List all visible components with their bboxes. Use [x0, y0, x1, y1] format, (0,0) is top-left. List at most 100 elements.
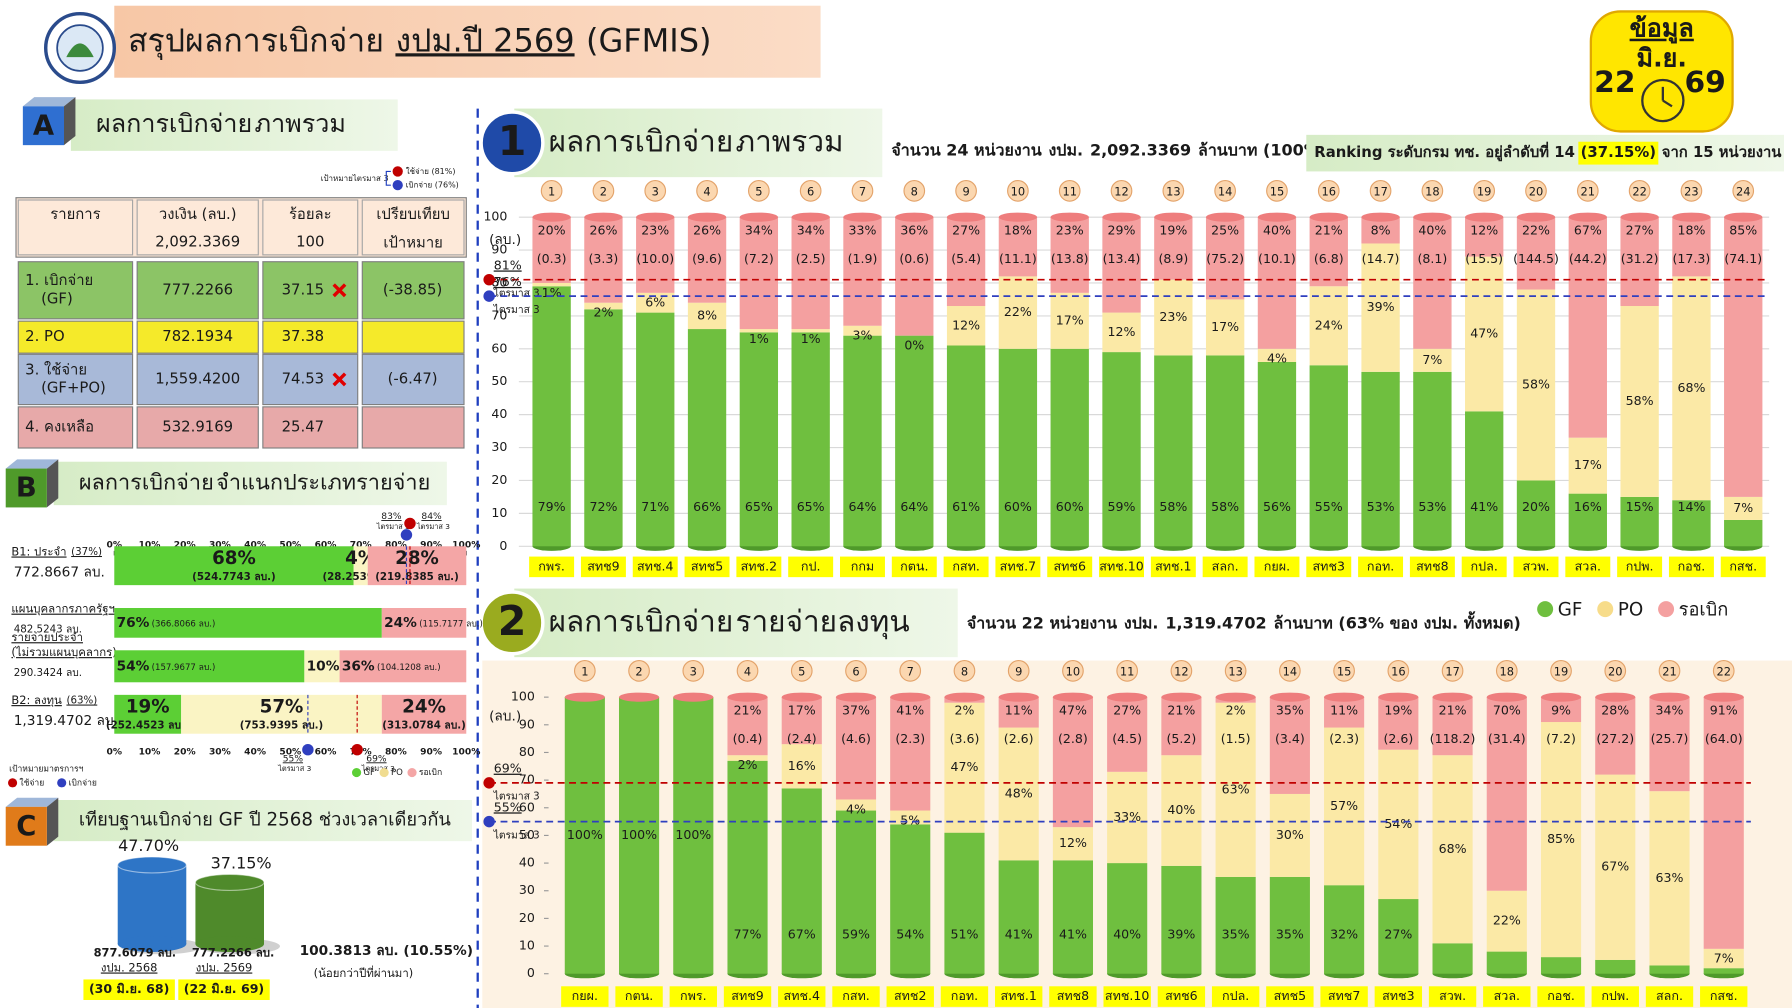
value-label: 48%: [1005, 785, 1033, 800]
rank-number: 17: [1445, 664, 1460, 678]
bar-segment: [1205, 217, 1245, 300]
category-label-bg: [1668, 556, 1714, 578]
bar-segment: [1205, 299, 1245, 356]
category-label-bg: [1409, 556, 1455, 578]
category-label-bg: [832, 986, 880, 1007]
bar-segment: [1620, 306, 1659, 497]
target-marker: [404, 517, 416, 530]
value-label: 34%: [797, 222, 825, 237]
value-label: 12%: [1108, 324, 1136, 339]
section-letter: B: [16, 473, 37, 504]
category-label-bg: [1358, 556, 1404, 578]
x-tick-label: กสท.: [842, 988, 870, 1003]
rank-number: 21: [1581, 185, 1596, 199]
bar-segment: [1703, 697, 1744, 949]
bar-segment: [1465, 256, 1504, 412]
x-tick-label: 100%: [452, 748, 480, 758]
value-label: 63%: [1656, 870, 1684, 885]
bar-top: [1595, 692, 1636, 702]
amount-label: (144.5): [1513, 251, 1559, 266]
table-item: 4. คงเหลือ: [25, 417, 94, 435]
bar-segment: [739, 329, 779, 333]
y-tick-label: 40: [519, 855, 535, 870]
bar-segment: [1378, 697, 1419, 750]
bar-segment: [843, 325, 882, 336]
x-tick-label: สทช8: [1057, 988, 1089, 1003]
table-item: (GF+PO): [41, 379, 106, 397]
x-tick-label: กตน.: [625, 988, 653, 1003]
bar-segment: [1324, 727, 1365, 886]
rank-number: 21: [1662, 664, 1677, 678]
value-label: 2%: [954, 702, 974, 717]
rank-number: 13: [1166, 185, 1181, 199]
row-label: แผนบุคลากรภาครัฐฯ: [11, 602, 115, 616]
value-label: 27%: [1626, 222, 1654, 237]
value-label: 68%: [1677, 380, 1705, 395]
table-cell: [17, 406, 134, 449]
value-label: 17%: [1574, 457, 1602, 472]
bar-top: [781, 692, 822, 702]
value-label: 8%: [1371, 222, 1391, 237]
category-label-bg: [840, 556, 885, 578]
x-tick-label: สทช.1: [1000, 988, 1036, 1003]
x-tick-label: กอช.: [1547, 988, 1575, 1003]
chart-number-badge: [479, 110, 545, 176]
rank-badge: [736, 659, 759, 682]
y-tick-label: 90: [491, 242, 507, 257]
bar-segment: [367, 546, 467, 586]
table-item: 3. ใช้จ่าย: [25, 360, 87, 378]
table-cell: [262, 406, 359, 449]
rank-badge: [1658, 659, 1681, 682]
bar-segment: [1215, 876, 1256, 974]
category-label-bg: [1645, 986, 1694, 1007]
bar-segment: [895, 217, 934, 336]
amount-label: (5.2): [1167, 731, 1197, 746]
section-title: จำแนกประเภทรายจ่าย: [216, 470, 430, 495]
bar-segment: [1161, 755, 1202, 866]
value-label: 17%: [1211, 319, 1239, 334]
value-label: 54%: [117, 658, 150, 674]
value-label: 21%: [1315, 222, 1343, 237]
value-label: 67%: [788, 926, 816, 941]
ranking-text: จาก 15 หน่วยงาน: [1662, 143, 1783, 161]
bar-segment: [1413, 348, 1452, 372]
target-legend-label: เบิกจ่าย: [69, 778, 97, 788]
rank-number: 11: [1120, 664, 1135, 678]
reference-label: 76%: [494, 274, 522, 289]
value-label: 12%: [1059, 835, 1087, 850]
reference-note: ไตรมาส 3: [493, 304, 540, 316]
x-tick-label: สวล.: [1494, 988, 1520, 1003]
bar-segment: [1672, 500, 1711, 547]
value-label: 16%: [788, 758, 816, 773]
amount-label: (14.7): [1362, 251, 1400, 266]
target-legend-label: ใช้จ่าย: [19, 777, 44, 788]
letter-cube-side: [64, 97, 76, 146]
bar-top: [1486, 692, 1527, 702]
rank-badge: [790, 659, 813, 682]
cylinder-bottom: [195, 936, 264, 952]
bar-segment: [791, 332, 830, 547]
rank-badge: [845, 659, 867, 682]
bar-segment: [1703, 948, 1744, 969]
bar-segment: [1568, 437, 1607, 494]
bar-segment: [1205, 355, 1245, 547]
amount-label: (10.0): [636, 251, 674, 266]
value-label: 40%: [1113, 926, 1141, 941]
x-tick-label: 90%: [420, 748, 442, 758]
reference-marker: [483, 290, 495, 302]
amount-label: (2.4): [787, 731, 817, 746]
x-tick-label: 60%: [315, 748, 337, 758]
x-tick-label: สทช2: [894, 988, 926, 1003]
bar-segment: [564, 697, 605, 974]
rank-number: 2: [600, 185, 607, 199]
x-tick-label: สทช.2: [741, 558, 777, 573]
category-label-bg: [1513, 556, 1559, 578]
date-label: (30 มิ.ย. 68): [89, 981, 169, 996]
value-label: 51%: [950, 926, 978, 941]
rank-badge: [1170, 659, 1193, 682]
category-label-bg: [1700, 986, 1748, 1007]
value-label: 79%: [538, 499, 566, 514]
y-tick-label: 70: [519, 772, 535, 787]
legend-marker: [379, 768, 389, 778]
value-label: 24%: [402, 696, 446, 717]
